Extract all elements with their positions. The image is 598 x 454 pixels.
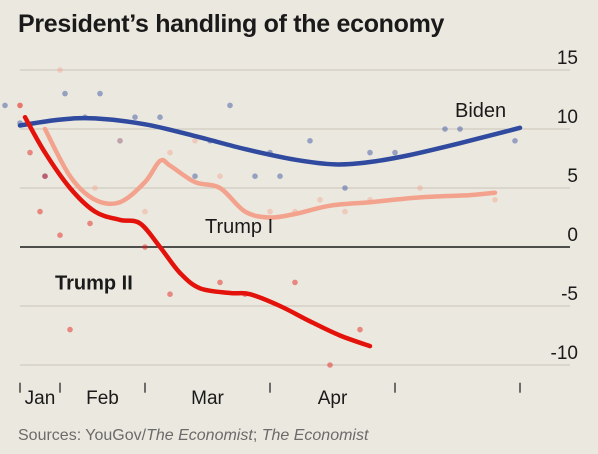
data-point <box>167 291 173 298</box>
source-prefix: Sources: YouGov/ <box>18 427 147 444</box>
chart-title: President’s handling of the economy <box>18 10 445 38</box>
y-tick-label: 5 <box>567 166 578 187</box>
y-tick-label: 10 <box>557 107 578 128</box>
data-point <box>367 149 373 156</box>
x-tick-label: Apr <box>318 388 348 409</box>
data-point <box>92 185 98 191</box>
x-axis: Jan Feb Mar Apr <box>19 382 521 409</box>
y-axis-labels: 15 10 5 0 -5 -10 <box>551 48 578 364</box>
data-point <box>492 197 498 203</box>
x-tick-label: Feb <box>86 388 119 409</box>
series-line-trump-i <box>42 126 498 220</box>
data-point <box>417 185 423 191</box>
data-point <box>277 173 283 179</box>
series-line-biden <box>17 115 523 167</box>
data-point <box>457 126 463 132</box>
data-point <box>67 326 73 333</box>
data-point <box>42 173 48 179</box>
data-point <box>27 149 33 156</box>
source-italic-1: The Economist <box>146 427 253 444</box>
data-point <box>442 126 448 132</box>
source-note: Sources: YouGov/The Economist; The Econo… <box>18 427 368 445</box>
data-point <box>117 138 123 144</box>
data-point <box>217 173 223 179</box>
data-point <box>57 67 63 73</box>
data-point <box>57 232 63 238</box>
data-point <box>132 114 138 120</box>
data-point <box>217 279 223 286</box>
data-point <box>37 208 43 215</box>
data-point <box>512 138 518 144</box>
data-point <box>392 149 398 156</box>
source-separator: ; <box>252 427 262 444</box>
data-point <box>267 208 273 215</box>
data-point <box>142 244 148 250</box>
source-italic-2: The Economist <box>261 427 369 444</box>
y-tick-label: 15 <box>557 48 578 69</box>
data-point <box>97 90 103 97</box>
x-tick-label: Jan <box>25 388 56 409</box>
data-point <box>327 362 333 368</box>
series-labels: Biden Trump I Trump II <box>55 100 506 294</box>
data-point <box>17 102 23 109</box>
data-point <box>87 220 93 227</box>
data-point <box>317 197 323 203</box>
data-point <box>17 102 23 109</box>
gridlines <box>20 69 570 366</box>
scatter-points <box>2 67 518 368</box>
y-tick-label: 0 <box>567 225 578 246</box>
data-point <box>2 102 8 109</box>
data-point <box>192 173 198 179</box>
x-tick-label: Mar <box>191 388 224 409</box>
data-point <box>227 102 233 109</box>
data-point <box>62 90 68 97</box>
y-tick-label: -5 <box>561 284 578 305</box>
data-point <box>117 138 123 144</box>
series-line-trump-ii <box>22 114 373 349</box>
data-point <box>192 138 198 144</box>
series-label-trump-ii: Trump II <box>55 272 133 294</box>
trend-lines <box>17 114 523 349</box>
data-point <box>167 149 173 156</box>
data-point <box>357 326 363 333</box>
data-point <box>42 173 48 179</box>
series-label-trump-i: Trump I <box>205 216 273 238</box>
y-tick-label: -10 <box>551 343 578 364</box>
data-point <box>292 279 298 286</box>
data-point <box>157 114 163 120</box>
data-point <box>307 138 313 144</box>
data-point <box>342 185 348 191</box>
data-point <box>142 208 148 215</box>
data-point <box>342 208 348 215</box>
series-label-biden: Biden <box>455 100 506 122</box>
data-point <box>252 173 258 179</box>
